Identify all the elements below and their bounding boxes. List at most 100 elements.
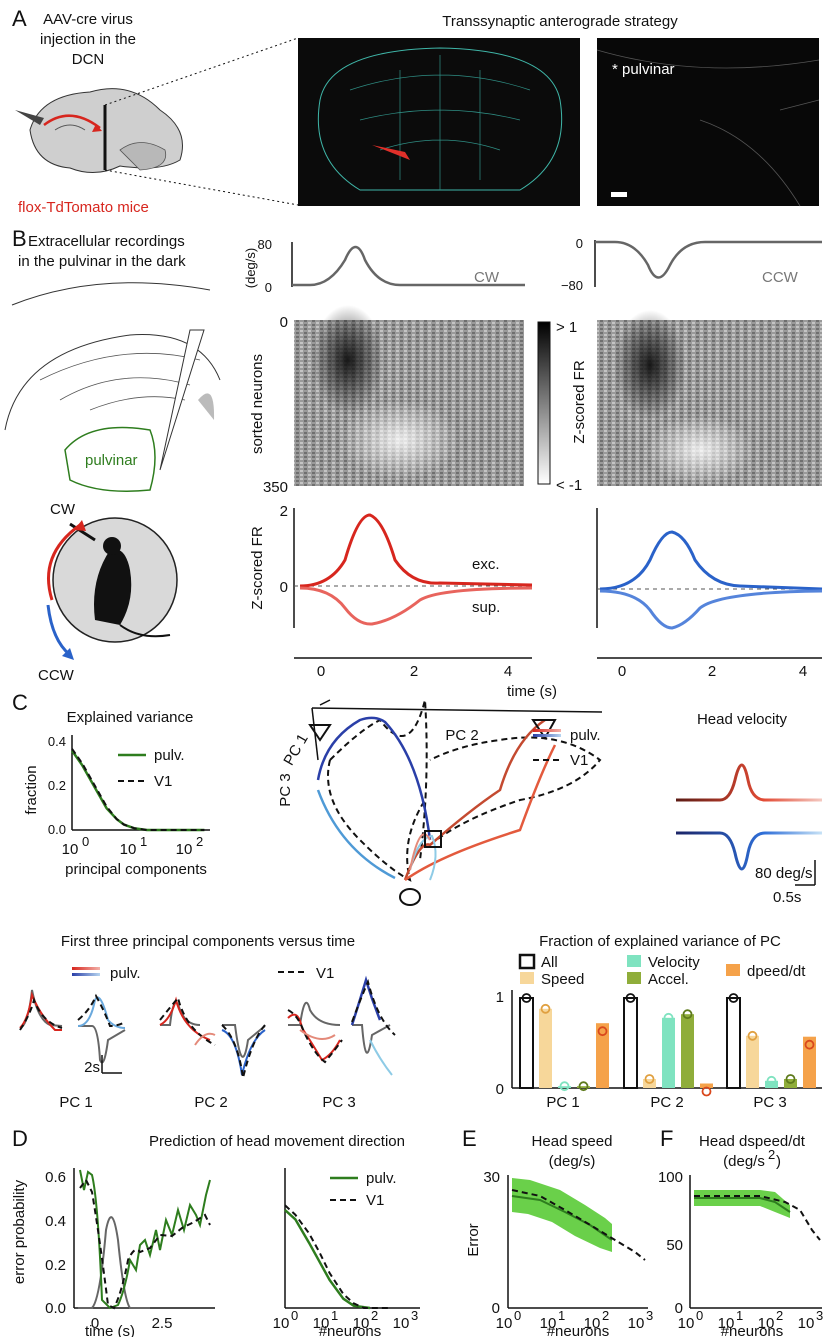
pulvinar-image-label: pulvinar: [622, 61, 675, 78]
head-velocity-cw: [676, 763, 822, 802]
bar-accel--1: [577, 1086, 590, 1088]
d-v1-trace: [79, 1178, 211, 1310]
bar-all-2: [623, 997, 638, 1089]
bar-cat-pc1: PC 1: [546, 1094, 579, 1111]
fr-ylabel: Z-scored FR: [249, 526, 266, 610]
dn-pulv-line: [284, 1209, 371, 1310]
cw-heatmap: [294, 305, 524, 486]
bar-group: [519, 993, 816, 1097]
first3-title: First three principal components versus …: [61, 933, 355, 950]
time-xlabel: time (s): [507, 683, 557, 700]
pulvinar-star: *: [612, 61, 618, 78]
ev-legend-v1: V1: [154, 773, 172, 790]
pca-legend-v1: V1: [570, 752, 588, 769]
bar-dpeed-dt-3: [803, 1036, 816, 1088]
injection-line1: AAV-cre virus: [43, 11, 133, 28]
cw-trace-label: CW: [474, 269, 500, 286]
panel-a-letter: A: [12, 6, 27, 31]
panel-f-letter: F: [660, 1126, 673, 1151]
recording-line2: in the pulvinar in the dark: [18, 253, 186, 270]
recording-line1: Extracellular recordings: [28, 233, 185, 250]
colorbar-label: Z-scored FR: [571, 360, 588, 444]
sup-label: sup.: [472, 599, 500, 616]
leg-dpeed: dpeed/dt: [747, 963, 806, 980]
colorbar-bottom: < -1: [556, 477, 582, 494]
ev-v1-line: [71, 748, 205, 831]
x-tick-4b: 4: [799, 663, 807, 680]
f-pulv-line: [694, 1197, 791, 1213]
bar-y1: 1: [496, 989, 504, 1006]
hv-scale-label: 80 deg/s: [755, 865, 813, 882]
log-tick-base-1-1: 10: [540, 1315, 557, 1332]
e-y0: 0: [492, 1300, 500, 1317]
leg-velocity-swatch: [627, 955, 641, 967]
panel-f-units: (deg/s: [723, 1153, 765, 1170]
log-tick-exp-0-3: 3: [411, 1308, 418, 1323]
cw-excited-trace: [299, 513, 533, 588]
ccw-velocity-trace: [595, 240, 822, 279]
ev-legend-pulv: pulv.: [154, 747, 185, 764]
log-tick-base-1-0: 10: [496, 1315, 513, 1332]
scale-bar: [611, 192, 627, 197]
ev-ylabel: fraction: [23, 765, 40, 814]
bar-y0: 0: [496, 1081, 504, 1098]
log-tick-base-1-2: 10: [584, 1315, 601, 1332]
fr-y2: 2: [280, 503, 288, 520]
log-tick-exp-1-0: 0: [514, 1308, 521, 1323]
dn-legend-v1: V1: [366, 1192, 384, 1209]
log-tick-exp-1-1: 1: [558, 1308, 565, 1323]
panel-b-letter: B: [12, 226, 27, 251]
d-ylabel: error probability: [11, 1179, 28, 1284]
pca-pc3-label: PC 3: [277, 773, 294, 806]
x-tick-4: 4: [504, 663, 512, 680]
pc3-label: PC 3: [322, 1094, 355, 1111]
leg-all: All: [541, 954, 558, 971]
bar-dot-3-2: [747, 1030, 758, 1041]
panel-f-units-close: ): [776, 1153, 781, 1170]
ev-x2: 10: [176, 841, 193, 858]
head-velocity-ccw: [676, 831, 822, 871]
log-tick-exp-2-0: 0: [696, 1308, 703, 1323]
bar-dot-1-5: [597, 1026, 608, 1037]
pca-legend-red-swatch: [533, 729, 561, 732]
f-y100: 100: [658, 1169, 683, 1186]
vel-ccw-bottom: −80: [561, 278, 583, 293]
log-tick-exp-2-1: 1: [736, 1308, 743, 1323]
log-tick-exp-1-3: 3: [646, 1308, 653, 1323]
hv-time-label: 0.5s: [773, 889, 801, 906]
d-y04: 0.4: [45, 1213, 66, 1230]
dn-legend-pulv: pulv.: [366, 1170, 397, 1187]
bar-dpeed-dt-1: [596, 1023, 609, 1088]
log-tick-base-2-1: 10: [718, 1315, 735, 1332]
bar-dot-1-2: [540, 1003, 551, 1014]
x-tick-0: 0: [317, 663, 325, 680]
d-xlabel: time (s): [85, 1323, 135, 1337]
e-error-band: [512, 1178, 612, 1252]
panel-e-title: Head speed: [532, 1133, 613, 1150]
f-y50: 50: [666, 1237, 683, 1254]
ev-x1: 10: [120, 841, 137, 858]
log-tick-exp-0-0: 0: [291, 1308, 298, 1323]
bar-dot-2-1: [625, 993, 636, 1003]
strategy-title: Transsynaptic anterograde strategy: [442, 13, 678, 30]
log-tick-exp-1-2: 2: [602, 1308, 609, 1323]
mouse-line: flox-TdTomato mice: [18, 199, 149, 216]
bar-dot-1-4: [578, 1081, 589, 1092]
bar-velocity-1: [558, 1086, 571, 1088]
sagittal-brain-icon: [15, 88, 183, 173]
bar-dot-3-1: [728, 993, 739, 1003]
coronal-section-image: [298, 38, 580, 206]
bar-cat-pc2: PC 2: [650, 1094, 683, 1111]
d-x25: 2.5: [152, 1315, 173, 1332]
scale-2s-label: 2s: [84, 1059, 100, 1076]
e-y30: 30: [483, 1169, 500, 1186]
mouse-on-ball-icon: [46, 517, 178, 660]
ev-x0: 10: [62, 841, 79, 858]
bar-speed-1: [539, 1008, 552, 1088]
heatmap-ylabel: sorted neurons: [249, 354, 266, 454]
log-tick-base-2-3: 10: [798, 1315, 815, 1332]
log-tick-base-2-2: 10: [758, 1315, 775, 1332]
vel-cw-zero: 0: [265, 280, 272, 295]
ccw-label: CCW: [38, 667, 75, 684]
